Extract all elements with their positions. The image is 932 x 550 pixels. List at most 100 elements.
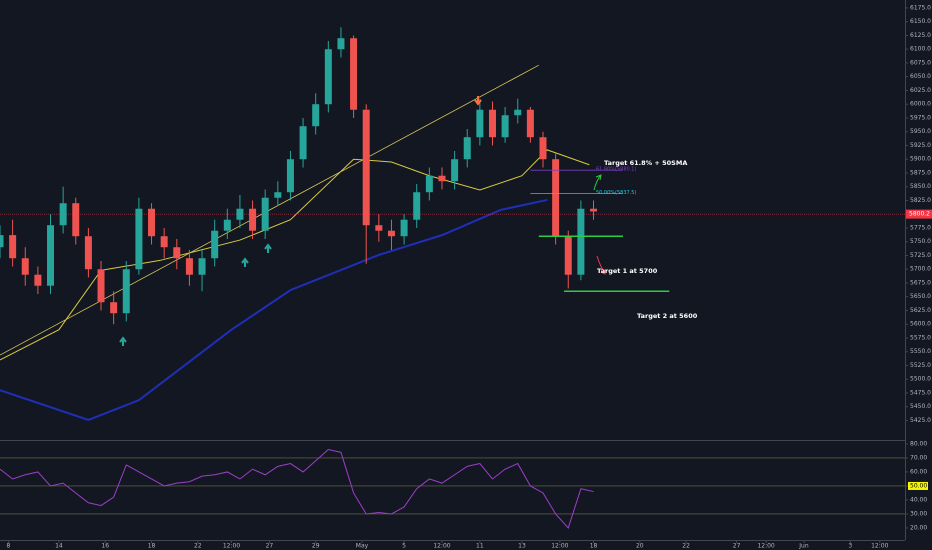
candle-body <box>539 137 547 160</box>
x-tick-label: Jun <box>798 543 809 550</box>
candle-body <box>59 203 67 226</box>
y-tick-label: 5925.0 <box>910 142 931 149</box>
candle-body <box>350 38 358 110</box>
candle-body <box>274 192 282 198</box>
y-tick-label: 6050.0 <box>910 73 931 80</box>
y-tick-label: 5775.0 <box>910 224 931 231</box>
y-tick-label: 40.00 <box>910 496 927 503</box>
y-tick-label: 5575.0 <box>910 334 931 341</box>
y-tick-label: 60.00 <box>910 468 927 475</box>
candle-body <box>286 159 294 193</box>
x-tick-label: 20 <box>636 543 644 550</box>
rsi-line <box>0 449 594 529</box>
y-tick-label: 5875.0 <box>910 169 931 176</box>
candle-body <box>299 126 307 160</box>
candle-body <box>501 115 509 138</box>
y-tick-label: 5425.0 <box>910 417 931 424</box>
candle-body <box>84 236 92 270</box>
price-label: 5800.2 <box>909 211 930 218</box>
y-tick-label: 6175.0 <box>910 4 931 11</box>
up-arrow <box>264 243 272 253</box>
candle-body <box>9 235 17 259</box>
y-tick-label: 6150.0 <box>910 18 931 25</box>
fib-label: 50.00%(5837.5) <box>596 190 637 196</box>
y-tick-label: 6075.0 <box>910 59 931 66</box>
candle-body <box>110 302 118 314</box>
x-tick-label: 22 <box>682 543 690 550</box>
candle-body <box>476 109 484 138</box>
y-tick-label: 5475.0 <box>910 389 931 396</box>
candle-body <box>223 219 231 231</box>
x-tick-label: 22 <box>194 543 202 550</box>
x-tick-label: 12:00 <box>223 543 240 550</box>
y-tick-label: 5700.0 <box>910 266 931 273</box>
arrows <box>119 96 606 346</box>
y-tick-label: 30.00 <box>910 510 927 517</box>
y-tick-label: 5650.0 <box>910 293 931 300</box>
candle-body <box>47 225 55 286</box>
candle-body <box>438 175 446 182</box>
candle-body <box>451 159 459 182</box>
candle-body <box>375 225 383 231</box>
y-tick-label: 5725.0 <box>910 252 931 259</box>
up-arrow <box>241 257 249 267</box>
candle-body <box>590 208 598 212</box>
candle-body <box>72 203 80 237</box>
x-tick-label: 3 <box>848 543 852 550</box>
candle-body <box>21 258 29 275</box>
candle-body <box>249 208 257 231</box>
up-arrow <box>119 336 127 346</box>
y-tick-label: 6100.0 <box>910 46 931 53</box>
y-tick-label: 5825.0 <box>910 197 931 204</box>
y-tick-label: 5625.0 <box>910 307 931 314</box>
candle-body <box>337 38 345 50</box>
price-label-box <box>906 209 932 219</box>
x-tick-label: May <box>356 543 369 550</box>
x-tick-label: 16 <box>101 543 109 550</box>
candle-body <box>387 230 395 237</box>
x-tick-label: 27 <box>733 543 741 550</box>
x-tick-label: 12:00 <box>433 543 450 550</box>
trendline <box>0 64 539 356</box>
candle-body <box>173 247 181 259</box>
y-tick-label: 80.00 <box>910 440 927 447</box>
y-tick-label: 5900.0 <box>910 156 931 163</box>
candle-body <box>564 236 572 275</box>
candle-body <box>400 219 408 237</box>
x-tick-label: 18 <box>148 543 156 550</box>
moving-average <box>0 198 548 421</box>
candle-body <box>236 208 244 220</box>
highlight-box <box>908 481 928 490</box>
candle-body <box>324 49 332 105</box>
x-tick-label: 11 <box>476 543 484 550</box>
annotation: Target 61.8% + 50SMA <box>604 159 687 167</box>
candle-body <box>362 109 370 226</box>
y-tick-label: 50.00 <box>910 482 927 489</box>
candle-body <box>0 235 4 248</box>
candle-body <box>413 192 421 220</box>
x-tick-label: 18 <box>590 543 598 550</box>
candle-body <box>122 269 130 314</box>
candle-body <box>463 137 471 160</box>
y-tick-label: 70.00 <box>910 454 927 461</box>
candle-body <box>160 236 168 248</box>
y-tick-label: 5525.0 <box>910 362 931 369</box>
y-tick-label: 5975.0 <box>910 114 931 121</box>
y-tick-label: 6025.0 <box>910 87 931 94</box>
x-tick-label: 5 <box>402 543 406 550</box>
candle-body <box>34 274 42 286</box>
target-arrow <box>596 255 606 275</box>
y-tick-label: 5950.0 <box>910 128 931 135</box>
y-tick-label: 5750.0 <box>910 238 931 245</box>
annotation: Target 2 at 5600 <box>637 312 698 320</box>
x-tick-label: 29 <box>312 543 320 550</box>
y-tick-label: 5850.0 <box>910 183 931 190</box>
target-arrow <box>593 174 602 191</box>
candle-body <box>198 258 206 275</box>
x-tick-label: 12:00 <box>757 543 774 550</box>
x-tick-label: 8 <box>7 543 11 550</box>
candle-body <box>514 109 522 116</box>
y-tick-label: 5550.0 <box>910 348 931 355</box>
